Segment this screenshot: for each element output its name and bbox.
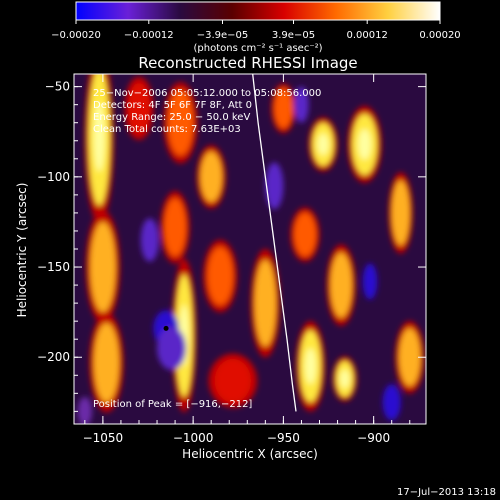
footer-date: 17−Jul−2013 13:18 (397, 487, 496, 498)
heatmap-blob-core (317, 133, 329, 156)
heatmap-blob (274, 88, 293, 129)
y-axis: −50 −100 −150 −200 (37, 80, 426, 412)
heatmap-blob-core (93, 102, 105, 172)
x-axis: −1050 −1000 −950 −900 (83, 74, 411, 445)
colorbar-unit-label: (photons cm⁻² s⁻¹ asec⁻²) (193, 43, 322, 54)
colorbar-tick-label: 3.9e−05 (272, 30, 315, 41)
heatmap-blobs (77, 74, 425, 424)
colorbar-ticks: −0.00020 −0.00012 −3.9e−05 3.9e−05 0.00012 0.… (51, 20, 461, 41)
peak-marker (163, 325, 169, 331)
heatmap-blob (93, 322, 120, 403)
x-tick-label: −1000 (173, 431, 214, 445)
heatmap-blob (167, 90, 194, 156)
heatmap-blob (294, 212, 316, 257)
heatmap-blob (265, 162, 284, 210)
heatmap-blob (90, 221, 116, 313)
y-tick-label: −150 (37, 260, 70, 274)
heatmap-blob-core (340, 369, 350, 388)
annotation-detectors: Detectors: 4F 5F 6F 7F 8F, Att 0 (93, 100, 252, 111)
peak-marker-dot (163, 325, 169, 331)
colorbar-tick-label: −3.9e−05 (197, 30, 249, 41)
chart-title: Reconstructed RHESSI Image (138, 54, 357, 72)
colorbar-gradient (75, 1, 441, 21)
y-axis-label: Heliocentric Y (arcsec) (15, 183, 29, 318)
annotation-time-range: 25−Nov−2006 05:05:12.000 to 05:08:56.000 (93, 88, 321, 99)
y-tick-label: −50 (45, 80, 70, 94)
heatmap-blob-core (305, 348, 316, 385)
heatmap-blob (207, 247, 233, 305)
colorbar-tick-label: −0.00012 (124, 30, 174, 41)
heatmap-blob (128, 83, 150, 134)
heatmap-image (74, 74, 426, 424)
x-tick-label: −950 (267, 431, 300, 445)
x-tick-label: −1050 (83, 431, 124, 445)
solar-limb-curve (252, 74, 297, 412)
colorbar-tick-label: 0.00012 (347, 30, 388, 41)
colorbar-tick-label: −0.00020 (51, 30, 101, 41)
heatmap-blob (391, 180, 410, 246)
heatmap-blob (214, 359, 251, 403)
y-tick-label: −200 (37, 350, 70, 364)
heatmap-blob (330, 252, 352, 318)
colorbar-tick-label: 0.00020 (419, 30, 460, 41)
heatmap-blob (254, 259, 277, 347)
info-annotations: 25−Nov−2006 05:05:12.000 to 05:08:56.000… (93, 88, 321, 410)
x-tick-label: −900 (357, 431, 390, 445)
annotation-clean-counts: Clean Total counts: 7.63E+03 (93, 124, 241, 135)
heatmap-blob (382, 384, 401, 421)
y-tick-label: −100 (37, 170, 70, 184)
heatmap-blob (294, 86, 309, 123)
x-axis-label: Heliocentric X (arcsec) (182, 447, 318, 461)
heatmap-blob (362, 263, 378, 300)
heatmap-blob (140, 218, 159, 262)
annotation-energy-range: Energy Range: 25.0 − 50.0 keV (93, 112, 250, 123)
heatmap-blob (200, 151, 223, 203)
heatmap-blob (398, 328, 421, 387)
peak-position-label: Position of Peak = [−916,−212] (93, 399, 252, 410)
heatmap-blob (164, 198, 186, 257)
colorbar: −0.00020 −0.00012 −3.9e−05 3.9e−05 0.00012 0.… (51, 1, 461, 54)
heatmap-blob (77, 396, 93, 424)
heatmap-blob (157, 326, 186, 370)
heatmap-blob-core (358, 129, 371, 160)
